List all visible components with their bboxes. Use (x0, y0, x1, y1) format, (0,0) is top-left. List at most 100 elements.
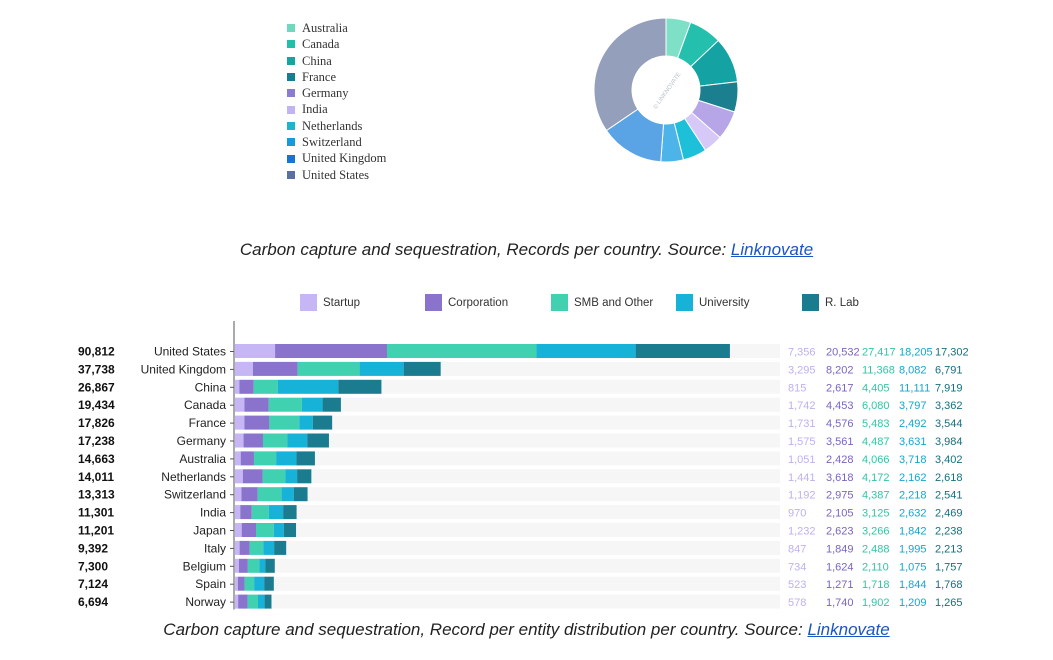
bar-segment-smb-and-other[interactable] (249, 540, 264, 555)
bar-segment-university[interactable] (276, 451, 297, 466)
row-total: 7,124 (78, 577, 108, 591)
bar-segment-r-lab[interactable] (297, 469, 312, 484)
bar-segment-university[interactable] (359, 361, 404, 376)
bar-segment-smb-and-other[interactable] (247, 558, 260, 573)
bar-segment-corporation[interactable] (238, 594, 248, 609)
legend-item-united-kingdom[interactable]: United Kingdom (287, 150, 386, 166)
bar-segment-university[interactable] (299, 415, 313, 430)
bar-segment-r-lab[interactable] (265, 558, 275, 573)
value-label-university: 8,082 (899, 364, 927, 376)
legend-item-corporation[interactable]: Corporation (425, 294, 508, 311)
bar-segment-startup[interactable] (235, 379, 240, 394)
bar-segment-startup[interactable] (235, 415, 245, 430)
bar-segment-r-lab[interactable] (338, 379, 382, 394)
bar-segment-university[interactable] (254, 576, 265, 591)
bar-segment-university[interactable] (263, 540, 275, 555)
bar-segment-smb-and-other[interactable] (244, 576, 255, 591)
row-total: 11,301 (78, 506, 114, 520)
bar-segment-corporation[interactable] (252, 361, 298, 376)
bar-caption-link[interactable]: Linknovate (807, 620, 890, 639)
legend-item-smb-and-other[interactable]: SMB and Other (551, 294, 653, 311)
bar-segment-corporation[interactable] (241, 487, 258, 502)
bar-segment-university[interactable] (277, 379, 339, 394)
legend-item-france[interactable]: France (287, 69, 386, 85)
bar-segment-smb-and-other[interactable] (253, 451, 277, 466)
bar-segment-university[interactable] (285, 469, 298, 484)
bar-segment-corporation[interactable] (239, 379, 254, 394)
bar-segment-r-lab[interactable] (293, 487, 308, 502)
bar-segment-smb-and-other[interactable] (262, 433, 288, 448)
bar-segment-r-lab[interactable] (264, 594, 272, 609)
bar-segment-smb-and-other[interactable] (256, 523, 274, 537)
bar-segment-university[interactable] (268, 505, 284, 520)
bar-segment-startup[interactable] (235, 540, 240, 555)
bar-segment-smb-and-other[interactable] (269, 415, 300, 430)
bar-segment-smb-and-other[interactable] (251, 505, 269, 520)
bar-segment-corporation[interactable] (237, 576, 245, 591)
bar-segment-r-lab[interactable] (283, 523, 297, 537)
bar-segment-r-lab[interactable] (322, 397, 341, 412)
donut-slice-united-states[interactable] (593, 17, 667, 132)
bar-segment-university[interactable] (257, 594, 265, 609)
bar-segment-startup[interactable] (235, 469, 243, 484)
bar-segment-corporation[interactable] (244, 415, 270, 430)
bar-segment-startup[interactable] (235, 361, 253, 376)
bar-segment-smb-and-other[interactable] (386, 344, 537, 358)
bar-segment-startup[interactable] (235, 505, 241, 520)
bar-segment-smb-and-other[interactable] (247, 594, 258, 609)
bar-segment-corporation[interactable] (241, 523, 257, 537)
value-label-corporation: 2,105 (826, 508, 854, 520)
bar-segment-university[interactable] (301, 397, 323, 412)
bar-segment-startup[interactable] (235, 558, 240, 573)
legend-item-india[interactable]: India (287, 101, 386, 117)
bar-segment-smb-and-other[interactable] (253, 379, 278, 394)
legend-item-university[interactable]: University (676, 294, 749, 311)
bar-segment-startup[interactable] (235, 397, 245, 412)
bar-segment-r-lab[interactable] (274, 540, 287, 555)
bar-segment-smb-and-other[interactable] (257, 487, 282, 502)
bar-segment-corporation[interactable] (240, 505, 252, 520)
legend-item-switzerland[interactable]: Switzerland (287, 134, 386, 150)
bar-segment-startup[interactable] (235, 594, 239, 609)
bar-segment-smb-and-other[interactable] (297, 361, 360, 376)
bar-segment-university[interactable] (287, 433, 308, 448)
bar-segment-smb-and-other[interactable] (268, 397, 302, 412)
bar-segment-r-lab[interactable] (307, 433, 329, 448)
bar-segment-corporation[interactable] (239, 558, 248, 573)
bar-segment-corporation[interactable] (275, 344, 387, 358)
donut-caption-text: Carbon capture and sequestration, Record… (239, 240, 731, 259)
legend-item-r-lab[interactable]: R. Lab (802, 294, 859, 311)
bar-segment-corporation[interactable] (242, 469, 263, 484)
legend-item-australia[interactable]: Australia (287, 20, 386, 36)
bar-segment-startup[interactable] (235, 487, 242, 502)
legend-item-united-states[interactable]: United States (287, 167, 386, 183)
bar-segment-startup[interactable] (235, 344, 276, 358)
bar-segment-startup[interactable] (235, 433, 244, 448)
legend-item-china[interactable]: China (287, 53, 386, 69)
bar-segment-r-lab[interactable] (283, 505, 297, 520)
bar-segment-startup[interactable] (235, 451, 241, 466)
bar-segment-university[interactable] (273, 523, 284, 537)
bar-segment-r-lab[interactable] (312, 415, 333, 430)
category-label: Italy (204, 541, 226, 555)
bar-segment-corporation[interactable] (243, 433, 263, 448)
legend-item-germany[interactable]: Germany (287, 85, 386, 101)
legend-item-netherlands[interactable]: Netherlands (287, 118, 386, 134)
bar-segment-corporation[interactable] (244, 397, 269, 412)
bar-segment-startup[interactable] (235, 576, 238, 591)
legend-item-canada[interactable]: Canada (287, 36, 386, 52)
legend-item-startup[interactable]: Startup (300, 294, 360, 311)
bar-segment-corporation[interactable] (239, 540, 250, 555)
bar-segment-university[interactable] (259, 558, 266, 573)
bar-segment-r-lab[interactable] (296, 451, 315, 466)
bar-segment-r-lab[interactable] (264, 576, 274, 591)
bar-segment-university[interactable] (281, 487, 294, 502)
watermark: © LINKNOVATE (652, 71, 683, 110)
bar-segment-r-lab[interactable] (403, 361, 441, 376)
donut-caption-link[interactable]: Linknovate (730, 240, 814, 259)
bar-segment-university[interactable] (536, 344, 636, 358)
bar-segment-corporation[interactable] (240, 451, 254, 466)
bar-segment-startup[interactable] (235, 523, 242, 537)
bar-segment-r-lab[interactable] (635, 344, 730, 358)
bar-segment-smb-and-other[interactable] (262, 469, 286, 484)
